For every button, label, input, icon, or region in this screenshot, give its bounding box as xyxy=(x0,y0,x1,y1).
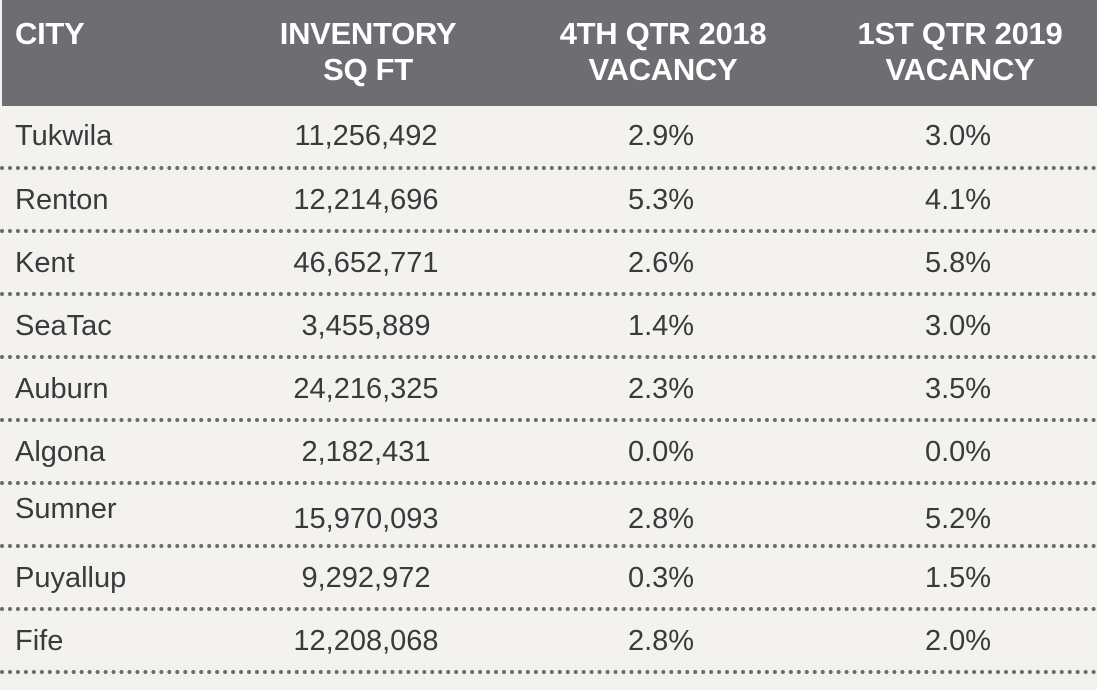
cell-city: Puyallup xyxy=(15,562,127,594)
cell-city: Renton xyxy=(15,184,109,216)
cell-q1-2019: 5.8% xyxy=(924,247,992,279)
cell-q4-2018: 1.4% xyxy=(627,310,695,342)
header-q4-line2: VACANCY xyxy=(588,52,738,87)
cell-q4-2018: 2.8% xyxy=(627,625,695,657)
table-row: Algona 2,182,431 0.0% 0.0% xyxy=(0,422,1097,485)
table-row: SeaTac 3,455,889 1.4% 3.0% xyxy=(0,296,1097,359)
header-city-label: CITY xyxy=(15,16,85,51)
header-q4-line1: 4TH QTR 2018 xyxy=(559,16,767,51)
header-inventory-line2: SQ FT xyxy=(323,52,413,87)
cell-city: SeaTac xyxy=(15,310,112,342)
table-row: Sumner 15,970,093 2.8% 5.2% xyxy=(0,485,1097,548)
cell-inventory: 46,652,771 xyxy=(293,247,439,279)
header-q4-2018-vacancy: 4TH QTR 2018 VACANCY xyxy=(532,16,794,88)
cell-city: Algona xyxy=(15,436,106,468)
table-row: Renton 12,214,696 5.3% 4.1% xyxy=(0,170,1097,233)
cell-q1-2019: 5.2% xyxy=(924,503,992,535)
cell-q1-2019: 3.0% xyxy=(924,120,992,152)
cell-inventory: 12,208,068 xyxy=(293,625,439,657)
cell-q1-2019: 4.1% xyxy=(924,184,992,216)
header-inventory-line1: INVENTORY xyxy=(279,16,457,51)
header-q1-2019-vacancy: 1ST QTR 2019 VACANCY xyxy=(834,16,1086,88)
cell-q1-2019: 3.0% xyxy=(924,310,992,342)
header-q1-line1: 1ST QTR 2019 xyxy=(857,16,1063,51)
table-body: Tukwila 11,256,492 2.9% 3.0% Renton 12,2… xyxy=(0,106,1097,674)
cell-q4-2018: 2.8% xyxy=(627,503,695,535)
cell-inventory: 3,455,889 xyxy=(301,310,431,342)
cell-q4-2018: 0.0% xyxy=(627,436,695,468)
cell-q1-2019: 3.5% xyxy=(924,373,992,405)
table-row: Kent 46,652,771 2.6% 5.8% xyxy=(0,233,1097,296)
cell-q4-2018: 5.3% xyxy=(627,184,695,216)
cell-q4-2018: 2.6% xyxy=(627,247,695,279)
cell-city: Sumner xyxy=(15,493,117,525)
cell-q1-2019: 0.0% xyxy=(924,436,992,468)
header-inventory: INVENTORY SQ FT xyxy=(252,16,484,88)
cell-inventory: 15,970,093 xyxy=(293,503,439,535)
cell-q1-2019: 2.0% xyxy=(924,625,992,657)
cell-inventory: 24,216,325 xyxy=(293,373,439,405)
cell-inventory: 11,256,492 xyxy=(294,120,438,152)
table-header: CITY INVENTORY SQ FT 4TH QTR 2018 VACANC… xyxy=(2,0,1097,106)
cell-q1-2019: 1.5% xyxy=(924,562,992,594)
table-row: Puyallup 9,292,972 0.3% 1.5% xyxy=(0,548,1097,611)
table-row: Tukwila 11,256,492 2.9% 3.0% xyxy=(0,106,1097,170)
cell-city: Auburn xyxy=(15,373,109,405)
cell-inventory: 9,292,972 xyxy=(301,562,431,594)
cell-city: Tukwila xyxy=(15,120,113,152)
cell-inventory: 12,214,696 xyxy=(293,184,439,216)
table-row: Fife 12,208,068 2.8% 2.0% xyxy=(0,611,1097,674)
cell-q4-2018: 0.3% xyxy=(627,562,695,594)
table-row: Auburn 24,216,325 2.3% 3.5% xyxy=(0,359,1097,422)
cell-inventory: 2,182,431 xyxy=(301,436,431,468)
cell-city: Kent xyxy=(15,247,75,279)
cell-q4-2018: 2.3% xyxy=(627,373,695,405)
cell-q4-2018: 2.9% xyxy=(627,120,695,152)
cell-city: Fife xyxy=(15,625,64,657)
header-city: CITY xyxy=(15,16,85,52)
header-q1-line2: VACANCY xyxy=(885,52,1035,87)
